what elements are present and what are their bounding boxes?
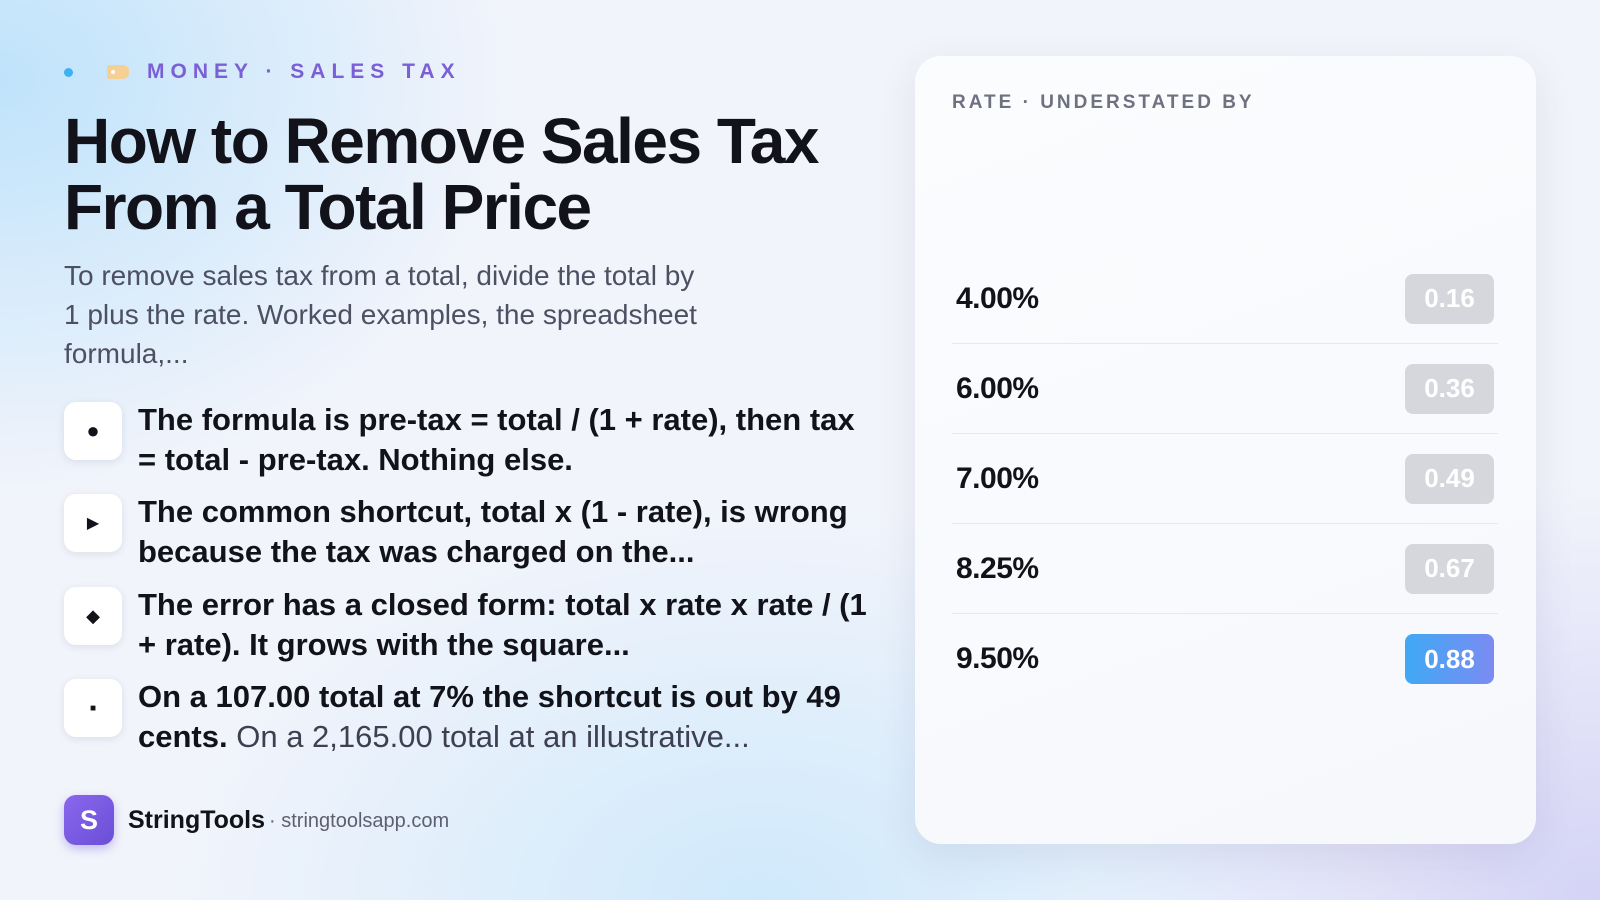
value-badge: 0.49: [1405, 453, 1494, 504]
value-badge: 0.36: [1405, 363, 1494, 414]
rate-table: 4.00% 0.16 6.00% 0.36 7.00% 0.49 8.25% 0…: [952, 254, 1498, 704]
rate-label: 9.50%: [956, 642, 1039, 675]
eyebrow: MONEY · SALES TAX: [64, 60, 461, 84]
rate-table-card: RATE · UNDERSTATED BY 4.00% 0.16 6.00% 0…: [915, 56, 1536, 844]
page-subtitle: To remove sales tax from a total, divide…: [64, 260, 697, 369]
table-row: 4.00% 0.16: [952, 254, 1498, 344]
eyebrow-label: MONEY · SALES TAX: [147, 60, 461, 83]
list-item: ◆ The error has a closed form: total x r…: [64, 585, 884, 665]
triangle-bullet-icon: ▶: [64, 494, 122, 552]
value-badge: 0.16: [1405, 273, 1494, 324]
table-row: 9.50% 0.88: [952, 614, 1498, 704]
value-badge: 0.67: [1405, 543, 1494, 594]
bullet-text-strong: The error has a closed form: total x rat…: [138, 587, 867, 662]
list-item: ● The formula is pre-tax = total / (1 + …: [64, 400, 884, 480]
bullet-text: The error has a closed form: total x rat…: [138, 585, 878, 665]
bullet-text-strong: On a 107.00 total at 7% the shortcut is …: [138, 679, 841, 754]
page-title: How to Remove Sales Tax From a Total Pri…: [64, 105, 819, 243]
square-bullet-icon: ■: [64, 679, 122, 737]
brand-footer: S StringTools · stringtoolsapp.com: [64, 795, 449, 845]
card-title: RATE · UNDERSTATED BY: [952, 92, 1255, 113]
list-item: ▶ The common shortcut, total x (1 - rate…: [64, 492, 884, 572]
rate-label: 8.25%: [956, 551, 1039, 585]
bullet-text-light: On a 2,165.00 total at an illustrative..…: [227, 719, 750, 754]
bullet-text: On a 107.00 total at 7% the shortcut is …: [138, 677, 878, 757]
dot-icon: [64, 67, 73, 77]
list-item: ■ On a 107.00 total at 7% the shortcut i…: [64, 677, 884, 757]
brand-url: · stringtoolsapp.com: [269, 810, 450, 832]
tag-icon: [107, 65, 129, 79]
rate-label: 4.00%: [956, 281, 1039, 315]
rate-label: 6.00%: [956, 371, 1039, 405]
bullet-text-strong: The formula is pre-tax = total / (1 + ra…: [138, 402, 855, 477]
brand-name: StringTools: [128, 805, 266, 834]
bullet-text: The common shortcut, total x (1 - rate),…: [138, 492, 878, 572]
rate-label: 7.00%: [956, 461, 1039, 495]
bullet-text: The formula is pre-tax = total / (1 + ra…: [138, 400, 878, 480]
diamond-bullet-icon: ◆: [64, 587, 122, 645]
bullet-text-strong: The common shortcut, total x (1 - rate),…: [138, 494, 848, 569]
circle-bullet-icon: ●: [64, 402, 122, 460]
brand-logo: S: [64, 795, 114, 845]
table-row: 6.00% 0.36: [952, 344, 1498, 434]
value-badge-highlight: 0.88: [1405, 634, 1494, 684]
table-row: 7.00% 0.49: [952, 434, 1498, 524]
table-row: 8.25% 0.67: [952, 524, 1498, 614]
